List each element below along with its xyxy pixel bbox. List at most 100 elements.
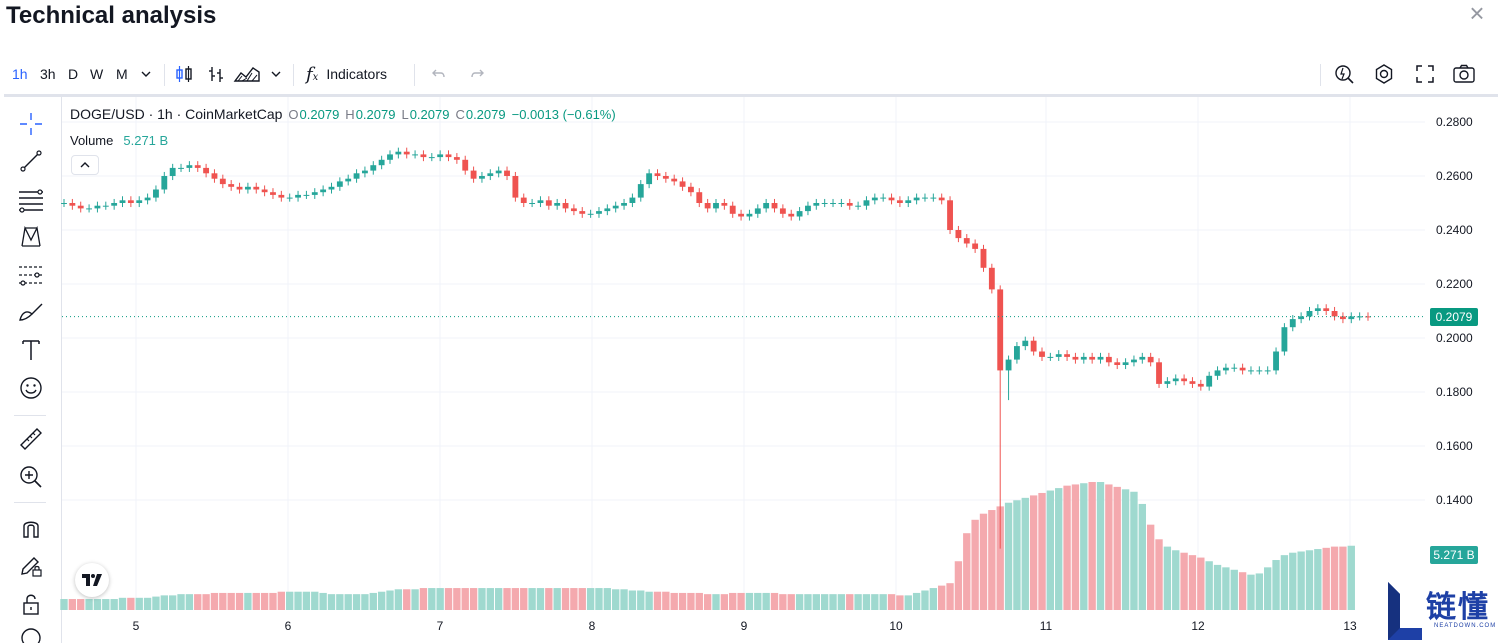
ruler-measure-icon[interactable] xyxy=(14,422,48,456)
volume-bar xyxy=(344,594,352,610)
quick-search-icon[interactable] xyxy=(1333,56,1355,92)
candle-body xyxy=(153,189,159,198)
candle-body xyxy=(922,197,928,199)
volume-bar xyxy=(645,591,653,610)
candle-body xyxy=(278,194,285,198)
candle-body xyxy=(378,159,385,166)
chart-type-chevron-icon[interactable] xyxy=(270,56,282,92)
settings-gear-icon[interactable] xyxy=(1373,56,1395,92)
camera-snapshot-icon[interactable] xyxy=(1452,56,1476,92)
interval-dropdown-chevron-icon[interactable] xyxy=(140,56,152,92)
collapse-legend-button[interactable] xyxy=(71,155,99,175)
volume-bar xyxy=(403,589,411,610)
candle-body xyxy=(1181,378,1188,382)
candle-body xyxy=(228,184,235,187)
candle-body xyxy=(144,197,151,201)
y-tick-label: 0.2000 xyxy=(1436,331,1473,345)
lock-icon[interactable] xyxy=(14,587,48,621)
candle-body xyxy=(1105,356,1112,363)
candle-body xyxy=(303,194,310,196)
candle-body xyxy=(913,197,920,201)
interval-1h[interactable]: 1h xyxy=(12,66,28,82)
volume-legend: Volume 5.271 B xyxy=(70,133,168,148)
area-style-icon[interactable] xyxy=(233,56,261,92)
volume-bar xyxy=(729,592,737,610)
brush-icon[interactable] xyxy=(14,296,48,330)
candle-body xyxy=(746,213,753,217)
volume-bar xyxy=(979,513,988,610)
zoom-in-icon[interactable] xyxy=(14,460,48,494)
volume-bar xyxy=(703,594,712,610)
emoji-icon[interactable] xyxy=(14,371,48,405)
close-label: C xyxy=(455,106,465,122)
x-tick-label: 11 xyxy=(1040,619,1053,633)
candle-body xyxy=(244,186,251,190)
candle-body xyxy=(1231,367,1238,369)
volume-bar xyxy=(770,592,779,610)
undo-icon[interactable] xyxy=(430,56,448,92)
volume-bar xyxy=(260,592,269,610)
interval-w[interactable]: W xyxy=(90,66,104,82)
volume-bar xyxy=(963,533,971,610)
interval-m[interactable]: M xyxy=(116,66,128,82)
crosshair-icon[interactable] xyxy=(14,107,48,141)
candle-body xyxy=(570,208,577,212)
candle-body xyxy=(61,203,67,204)
candle-body xyxy=(905,200,912,203)
candle-body xyxy=(453,157,460,160)
candle-body xyxy=(1189,381,1196,384)
volume-bar xyxy=(1071,484,1080,610)
candle-body xyxy=(763,203,770,209)
eye-icon[interactable] xyxy=(14,625,48,643)
candle-body xyxy=(1013,346,1020,360)
interval-d[interactable]: D xyxy=(68,66,79,82)
volume-bar xyxy=(1247,574,1255,610)
volume-bar xyxy=(1013,500,1021,610)
y-tick-label: 0.2400 xyxy=(1436,223,1473,237)
bars-style-icon[interactable] xyxy=(206,56,226,92)
candle-body xyxy=(1206,375,1213,387)
xabcd-pattern-icon[interactable] xyxy=(14,220,48,254)
toolbar-divider xyxy=(4,94,1498,97)
volume-label: Volume xyxy=(70,133,114,148)
volume-bar xyxy=(377,591,386,610)
drawing-toolbar xyxy=(0,97,60,643)
fullscreen-icon[interactable] xyxy=(1414,56,1436,92)
candle-body xyxy=(1256,370,1263,372)
close-icon[interactable]: × xyxy=(1469,0,1485,28)
candle-body xyxy=(270,192,276,195)
page-title: Technical analysis xyxy=(6,2,217,29)
text-tool-icon[interactable] xyxy=(14,333,48,367)
candle-body xyxy=(1339,316,1346,320)
candle-body xyxy=(1139,356,1146,360)
volume-bar xyxy=(302,591,311,610)
indicators-button[interactable]: fx Indicators xyxy=(306,56,387,92)
prediction-tools-icon[interactable] xyxy=(14,258,48,292)
fib-retracement-icon[interactable] xyxy=(14,183,48,217)
volume-bar xyxy=(118,597,127,610)
candle-body xyxy=(729,205,736,214)
volume-bar xyxy=(670,592,678,610)
candle-body xyxy=(1264,370,1271,372)
magnet-icon[interactable] xyxy=(14,511,48,545)
candle-body xyxy=(805,205,811,212)
candle-body xyxy=(161,176,168,190)
watermark-l-icon xyxy=(1388,582,1422,640)
interval-3h[interactable]: 3h xyxy=(40,66,56,82)
lock-drawing-pencil-icon[interactable] xyxy=(14,549,48,583)
volume-bar xyxy=(628,590,637,610)
volume-bar xyxy=(1314,549,1322,610)
candles-style-icon[interactable] xyxy=(174,56,194,92)
candle-body xyxy=(721,203,728,206)
trend-line-icon[interactable] xyxy=(14,144,48,178)
tradingview-logo[interactable] xyxy=(75,563,109,597)
candle-body xyxy=(754,208,761,214)
volume-bar xyxy=(1205,561,1213,610)
candle-body xyxy=(587,213,594,215)
redo-icon[interactable] xyxy=(468,56,486,92)
candle-body xyxy=(295,194,301,198)
volume-bar xyxy=(93,599,102,610)
volume-bar xyxy=(1255,573,1264,610)
volume-bar xyxy=(444,588,453,610)
